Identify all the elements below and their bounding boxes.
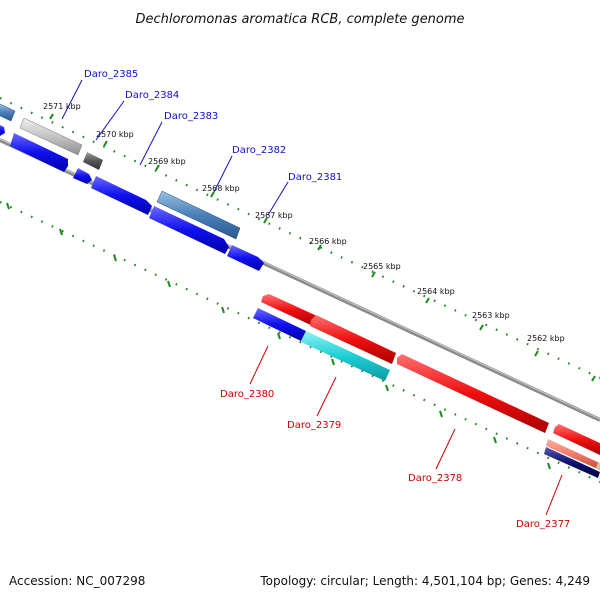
gene-feature-daro-2383[interactable]	[91, 176, 152, 215]
lower-major-tick	[385, 384, 389, 392]
reverse-strand-genes	[253, 294, 600, 478]
kbp-scale-labels: 2571 kbp 2570 kbp 2569 kbp 2568 kbp 2567…	[43, 102, 565, 343]
gene-feature-daro-2382[interactable]	[156, 190, 241, 240]
upper-major-tick	[591, 375, 596, 382]
upper-major-tick	[371, 271, 376, 278]
gene-label[interactable]: Daro_2378	[408, 473, 462, 484]
upper-major-tick	[103, 140, 108, 147]
leader-line	[61, 79, 83, 120]
gene-label[interactable]: Daro_2377	[516, 519, 570, 530]
upper-major-ticks	[49, 113, 596, 382]
lower-major-tick	[113, 254, 117, 262]
gene-label[interactable]: Daro_2379	[287, 420, 341, 431]
kbp-label: 2565 kbp	[363, 262, 401, 271]
gene-label[interactable]: Daro_2383	[164, 111, 218, 122]
gene-label[interactable]: Daro_2385	[84, 69, 138, 80]
gene-label-leaders	[61, 79, 563, 516]
leader-line	[95, 100, 125, 141]
kbp-label: 2564 kbp	[417, 287, 455, 296]
lower-major-tick	[221, 306, 225, 314]
map-title: Dechloromonas aromatica RCB, complete ge…	[135, 12, 464, 27]
gene-labels: Daro_2385 Daro_2384 Daro_2383 Daro_2382 …	[84, 69, 570, 530]
upper-major-tick	[479, 324, 484, 331]
kbp-label: 2562 kbp	[527, 334, 565, 343]
accession-text: Accession: NC_007298	[9, 574, 146, 588]
gene-feature-daro-2381[interactable]	[227, 245, 264, 271]
gene-feature-daro-2384[interactable]	[10, 133, 68, 172]
gene-feature[interactable]	[261, 294, 317, 326]
gene-feature[interactable]	[149, 206, 229, 254]
gene-feature[interactable]	[310, 315, 396, 364]
lower-scale-ruler	[0, 201, 600, 483]
lower-major-tick	[331, 358, 335, 366]
leader-line	[545, 474, 563, 516]
gene-feature-daro-2385[interactable]	[19, 117, 83, 156]
gene-feature[interactable]	[0, 103, 16, 122]
gene-label[interactable]: Daro_2380	[220, 389, 274, 400]
lower-major-tick	[59, 228, 63, 236]
gene-feature[interactable]	[83, 152, 103, 170]
leader-line	[249, 345, 269, 385]
upper-scale-ruler	[0, 97, 600, 379]
gene-feature-daro-2377[interactable]	[553, 424, 600, 456]
leader-line	[267, 181, 289, 216]
leader-line	[139, 121, 163, 166]
lower-major-tick	[6, 202, 10, 210]
lower-major-tick	[439, 410, 443, 418]
kbp-label: 2563 kbp	[472, 311, 510, 320]
lower-major-tick	[547, 462, 551, 470]
upper-major-tick	[155, 164, 160, 171]
kbp-label: 2569 kbp	[148, 157, 186, 166]
gene-feature[interactable]	[596, 462, 600, 470]
gene-feature-daro-2379[interactable]	[301, 331, 390, 381]
kbp-label: 2571 kbp	[43, 102, 81, 111]
gene-feature[interactable]	[73, 168, 92, 184]
gene-label[interactable]: Daro_2384	[125, 90, 179, 101]
leader-line	[213, 155, 233, 193]
kbp-label: 2570 kbp	[96, 130, 134, 139]
gene-label[interactable]: Daro_2382	[232, 145, 286, 156]
gene-feature-daro-2380[interactable]	[253, 308, 306, 341]
upper-major-tick	[49, 113, 54, 120]
lower-major-tick	[167, 280, 171, 288]
forward-strand-genes	[0, 103, 264, 271]
upper-major-tick	[534, 350, 539, 357]
upper-major-tick	[317, 244, 322, 251]
lower-major-ticks	[6, 202, 551, 470]
gene-label[interactable]: Daro_2381	[288, 172, 342, 183]
leader-line	[435, 428, 456, 470]
gene-feature[interactable]	[544, 447, 600, 478]
leader-line	[316, 376, 337, 417]
lower-major-tick	[277, 332, 281, 340]
gene-feature[interactable]	[546, 439, 600, 470]
gene-feature[interactable]	[0, 124, 5, 137]
lower-major-tick	[493, 436, 497, 444]
kbp-label: 2567 kbp	[255, 211, 293, 220]
gene-feature-daro-2378[interactable]	[397, 354, 549, 433]
upper-major-tick	[210, 191, 215, 198]
kbp-label: 2568 kbp	[202, 184, 240, 193]
topology-text: Topology: circular; Length: 4,501,104 bp…	[260, 574, 590, 588]
upper-major-tick	[425, 297, 430, 304]
kbp-label: 2566 kbp	[309, 237, 347, 246]
upper-major-tick	[263, 217, 268, 224]
